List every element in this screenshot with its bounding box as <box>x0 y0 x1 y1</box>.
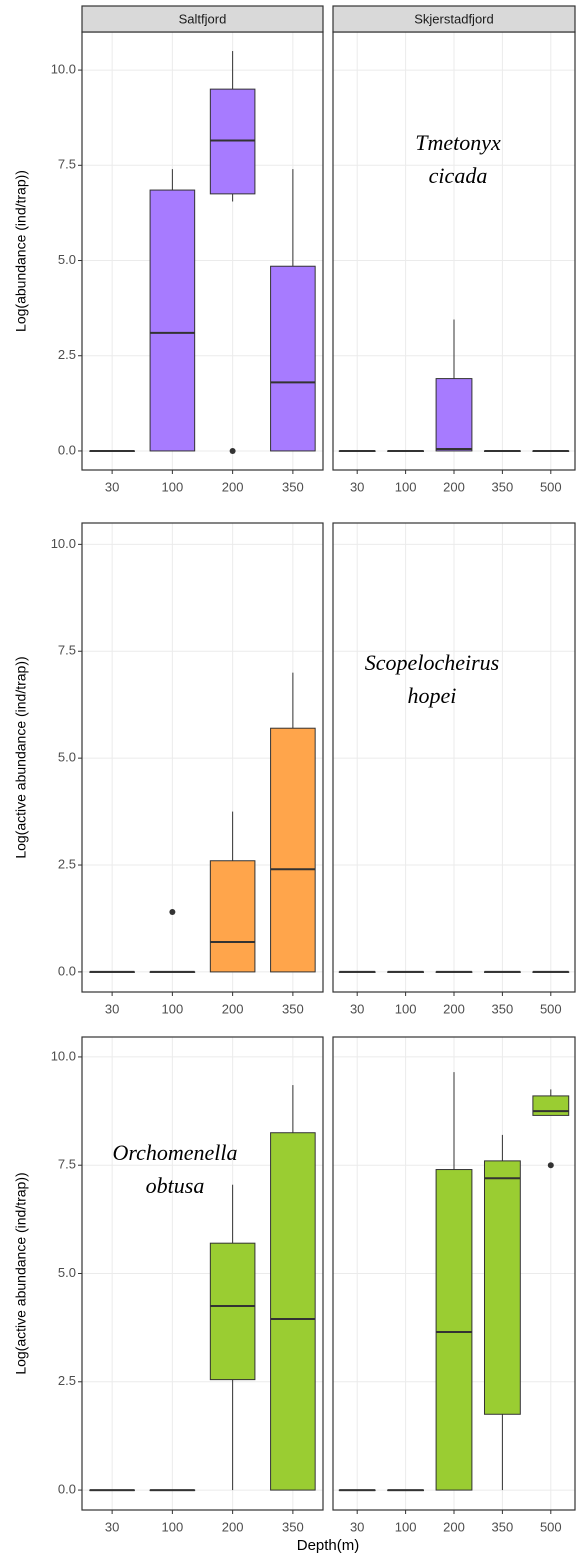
y-tick-label: 5.0 <box>58 750 76 765</box>
y-axis-title: Log(abundance (ind/trap)) <box>13 170 29 332</box>
x-tick-label: 200 <box>222 479 244 494</box>
y-tick-label: 10.0 <box>51 62 76 77</box>
species-annotation: cicada <box>429 163 488 188</box>
x-tick-label: 200 <box>222 1519 244 1534</box>
x-tick-label: 350 <box>492 1519 514 1534</box>
x-tick-label: 200 <box>443 479 465 494</box>
x-tick-label: 500 <box>540 1519 562 1534</box>
x-tick-label: 350 <box>282 1001 304 1016</box>
strip-label: Skjerstadfjord <box>414 11 493 26</box>
box <box>271 1133 316 1490</box>
outlier <box>230 448 236 454</box>
x-tick-label: 200 <box>443 1519 465 1534</box>
outlier <box>169 909 175 915</box>
y-tick-label: 7.5 <box>58 1157 76 1172</box>
x-tick-label: 100 <box>162 1519 184 1534</box>
x-tick-label: 500 <box>540 1001 562 1016</box>
y-tick-label: 0.0 <box>58 1482 76 1497</box>
box <box>271 728 316 972</box>
species-annotation: Scopelocheirus <box>365 650 499 675</box>
x-tick-label: 100 <box>395 1519 417 1534</box>
box <box>210 1243 255 1379</box>
x-tick-label: 200 <box>222 1001 244 1016</box>
x-tick-label: 350 <box>282 1519 304 1534</box>
box <box>271 266 316 451</box>
x-tick-label: 200 <box>443 1001 465 1016</box>
x-tick-label: 100 <box>395 479 417 494</box>
species-annotation: hopei <box>408 683 457 708</box>
x-tick-label: 100 <box>162 1001 184 1016</box>
x-tick-label: 30 <box>350 1001 364 1016</box>
y-tick-label: 10.0 <box>51 1048 76 1063</box>
strip-label: Saltfjord <box>179 11 227 26</box>
box <box>150 190 195 451</box>
x-tick-label: 30 <box>350 1519 364 1534</box>
box <box>210 861 255 972</box>
y-tick-label: 0.0 <box>58 442 76 457</box>
y-tick-label: 2.5 <box>58 347 76 362</box>
box <box>484 1161 520 1414</box>
y-tick-label: 0.0 <box>58 963 76 978</box>
box <box>533 1096 569 1115</box>
y-tick-label: 7.5 <box>58 157 76 172</box>
x-tick-label: 350 <box>492 1001 514 1016</box>
x-tick-label: 30 <box>350 479 364 494</box>
y-axis-title: Log(active abundance (ind/trap)) <box>13 656 29 858</box>
x-tick-label: 350 <box>492 479 514 494</box>
y-tick-label: 5.0 <box>58 252 76 267</box>
box <box>436 1170 472 1491</box>
y-tick-label: 5.0 <box>58 1265 76 1280</box>
y-tick-label: 7.5 <box>58 643 76 658</box>
page: {"chart_data": [ {"type": "box", "title"… <box>0 0 585 1557</box>
outlier <box>548 1162 554 1168</box>
species-annotation: Tmetonyx <box>415 130 501 155</box>
x-tick-label: 100 <box>162 479 184 494</box>
y-tick-label: 2.5 <box>58 1373 76 1388</box>
x-tick-label: 30 <box>105 479 119 494</box>
x-tick-label: 30 <box>105 1519 119 1534</box>
y-tick-label: 2.5 <box>58 856 76 871</box>
box <box>436 379 472 451</box>
y-tick-label: 10.0 <box>51 536 76 551</box>
species-annotation: obtusa <box>146 1173 205 1198</box>
species-annotation: Orchomenella <box>112 1140 237 1165</box>
figure: 0.0 2.5 5.0 7.5 10.0 30 100 200 350 Saltfjord Log(… <box>0 0 585 1557</box>
x-tick-label: 500 <box>540 479 562 494</box>
x-tick-label: 100 <box>395 1001 417 1016</box>
x-tick-label: 30 <box>105 1001 119 1016</box>
y-axis-title: Log(active abundance (ind/trap)) <box>13 1172 29 1374</box>
x-axis-title: Depth(m) <box>297 1537 360 1554</box>
x-tick-label: 350 <box>282 479 304 494</box>
